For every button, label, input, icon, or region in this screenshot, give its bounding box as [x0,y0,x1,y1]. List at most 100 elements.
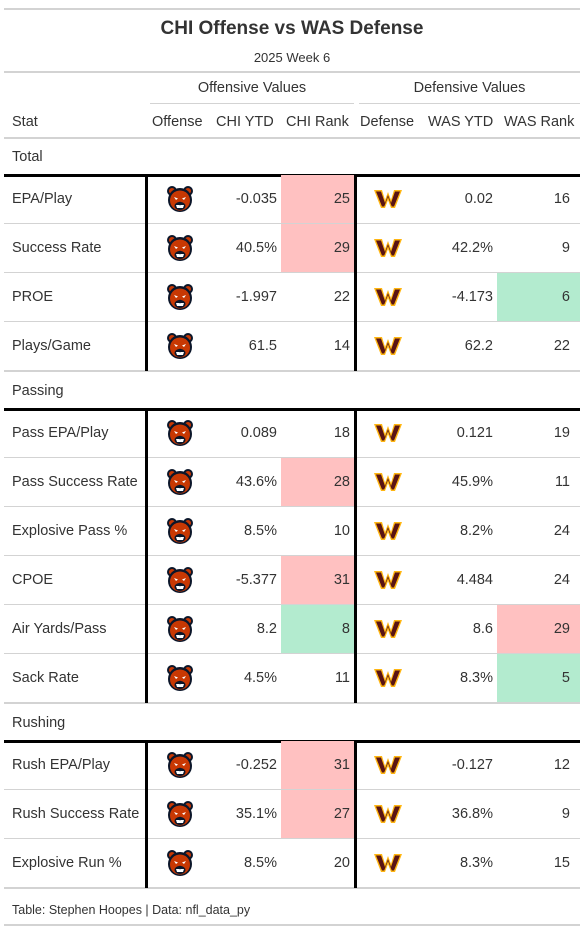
commanders-logo-icon [374,424,402,443]
group-label: Passing [12,383,64,399]
stat-name: PROE [12,289,54,305]
col-header-def-ytd: WAS YTD [428,114,494,130]
row-divider [4,370,580,372]
offense-logo-cell [145,790,215,839]
bears-logo-icon [167,235,193,262]
bears-logo-icon [167,469,193,496]
bears-logo-icon [167,518,193,545]
table-row: Pass Success Rate 43.6% 28 45.9% 11 [4,458,580,507]
defense-ytd-value: 0.121 [456,425,493,441]
defense-ytd-value: 8.3% [459,670,493,686]
col-header-stat: Stat [12,114,38,130]
group-header-passing: Passing [4,371,580,409]
stat-name: Explosive Pass % [12,523,128,539]
row-divider [4,321,580,322]
defense-rank-value: 9 [561,806,570,822]
commanders-logo-icon [374,756,402,775]
offense-ytd-value: -0.035 [235,191,277,207]
defense-ytd-value: -0.127 [451,757,493,773]
column-separator [354,175,357,371]
offense-logo-cell [145,409,215,458]
table-row: Air Yards/Pass 8.2 8 8.6 29 [4,605,580,654]
bears-logo-icon [167,333,193,360]
offense-logo-cell [145,741,215,790]
table-row: EPA/Play -0.035 25 0.02 16 [4,175,580,224]
defense-logo-cell [357,741,419,790]
group-header-total: Total [4,137,580,175]
offense-rank-value: 22 [333,289,350,305]
defense-rank-value: 16 [553,191,570,207]
offense-rank-value: 8 [281,605,354,654]
commanders-logo-icon [374,620,402,639]
stat-name: Success Rate [12,240,102,256]
offense-logo-cell [145,175,215,224]
offense-logo-cell [145,224,215,273]
column-separator [145,741,148,888]
defense-logo-cell [357,273,419,322]
table-row: Rush EPA/Play -0.252 31 -0.127 12 [4,741,580,790]
row-divider [4,702,580,704]
defense-logo-cell [357,839,419,888]
column-separator [354,741,357,888]
table-row: PROE -1.997 22 -4.173 6 [4,273,580,322]
offense-rank-value: 20 [333,855,350,871]
offense-logo-cell [145,458,215,507]
defense-rank-value: 19 [553,425,570,441]
defense-rank-value: 22 [553,338,570,354]
col-header-offense: Offense [152,114,203,130]
table-row: Explosive Pass % 8.5% 10 8.2% 24 [4,507,580,556]
defense-logo-cell [357,458,419,507]
bears-logo-icon [167,752,193,779]
col-header-def-rank: WAS Rank [504,114,575,130]
defense-rank-value: 24 [553,523,570,539]
defense-ytd-value: -4.173 [451,289,493,305]
column-separator [145,175,148,371]
commanders-logo-icon [374,854,402,873]
offense-ytd-value: 4.5% [243,670,277,686]
offense-rank-value: 14 [333,338,350,354]
row-divider [4,604,580,605]
defense-rank-value: 11 [554,474,570,490]
group-header-rushing: Rushing [4,703,580,741]
bears-logo-icon [167,420,193,447]
defense-rank-value: 9 [561,240,570,256]
bears-logo-icon [167,801,193,828]
defense-ytd-value: 4.484 [456,572,493,588]
row-divider [4,887,580,889]
stat-name: Pass EPA/Play [12,425,109,441]
offense-ytd-value: -0.252 [235,757,277,773]
defense-logo-cell [357,322,419,371]
commanders-logo-icon [374,473,402,492]
offense-rank-value: 28 [281,458,354,507]
defense-logo-cell [357,654,419,703]
table-row: Explosive Run % 8.5% 20 8.3% 15 [4,839,580,888]
offense-rank-value: 29 [281,224,354,273]
commanders-logo-icon [374,239,402,258]
commanders-logo-icon [374,805,402,824]
offense-logo-cell [145,839,215,888]
offense-logo-cell [145,273,215,322]
offense-rank-value: 18 [333,425,350,441]
offense-ytd-value: -1.997 [235,289,277,305]
row-divider [4,789,580,790]
row-divider [4,555,580,556]
column-header-divider [4,137,580,139]
offense-ytd-value: -5.377 [235,572,277,588]
commanders-logo-icon [374,190,402,209]
defense-rank-value: 24 [553,572,570,588]
defense-ytd-value: 36.8% [451,806,493,822]
table-row: Plays/Game 61.5 14 62.2 22 [4,322,580,371]
defense-logo-cell [357,790,419,839]
offense-ytd-value: 40.5% [235,240,277,256]
defense-rank-value: 15 [553,855,570,871]
spanner-offensive-values: Offensive Values [197,80,307,96]
row-divider [4,653,580,654]
spanner-defense-underline [359,103,580,104]
table-row: Success Rate 40.5% 29 42.2% 9 [4,224,580,273]
defense-rank-value: 12 [553,757,570,773]
row-divider [4,506,580,507]
offense-rank-value: 31 [281,741,354,790]
spanner-offense-underline [150,103,354,104]
offense-ytd-value: 8.2 [256,621,277,637]
stat-name: Rush EPA/Play [12,757,111,773]
